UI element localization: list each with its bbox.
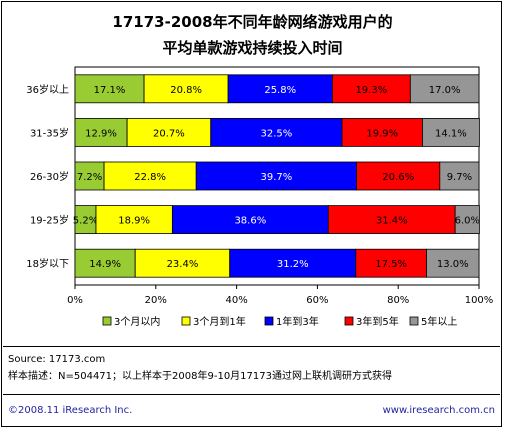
bar-segment: [355, 248, 427, 278]
legend-swatch: [409, 316, 419, 326]
legend-swatch: [344, 316, 354, 326]
legend-label: 3个月以内: [114, 315, 160, 328]
bar-value-label: 20.7%: [153, 128, 185, 139]
chart-title-line-1: 17173-2008年不同年龄网络游戏用户的: [112, 13, 393, 31]
bar-value-label: 31.4%: [376, 216, 408, 227]
x-tick-label: 80%: [387, 295, 409, 306]
x-tick-label: 40%: [225, 295, 247, 306]
bar-segment: [341, 118, 423, 147]
bar-segment: [327, 205, 456, 235]
source-text: Source: 17173.com: [8, 354, 106, 365]
legend-label: 5年以上: [421, 315, 457, 328]
bar-value-label: 14.1%: [435, 128, 467, 139]
bar-value-label: 13.0%: [437, 259, 469, 270]
bar-value-label: 19.3%: [355, 85, 387, 96]
category-label: 19-25岁: [30, 214, 69, 227]
footer-divider-bottom: [3, 394, 500, 395]
chart-title-line-2: 平均单款游戏持续投入时间: [162, 39, 343, 57]
bar-value-label: 25.8%: [264, 85, 296, 96]
bar-segment: [171, 205, 329, 235]
bar-value-label: 22.8%: [134, 172, 166, 183]
bar-value-label: 19.9%: [366, 128, 398, 139]
copyright-text: ©2008.11 iResearch Inc.: [8, 405, 133, 416]
bar-value-label: 9.7%: [447, 172, 472, 183]
bar-value-label: 6.0%: [455, 216, 480, 227]
x-tick-label: 20%: [145, 295, 167, 306]
bar-segment: [74, 118, 128, 147]
x-tick-label: 100%: [465, 295, 494, 306]
bar-value-label: 39.7%: [261, 172, 293, 183]
legend-label: 1年到3年: [276, 315, 319, 328]
bar-value-label: 20.6%: [382, 172, 414, 183]
category-label: 26-30岁: [30, 170, 69, 183]
category-label: 31-35岁: [30, 126, 69, 139]
bar-segment: [210, 118, 343, 147]
bar-segment: [134, 248, 231, 278]
bar-value-label: 17.5%: [375, 259, 407, 270]
bar-segment: [439, 161, 480, 191]
bar-value-label: 14.9%: [89, 259, 121, 270]
legend-label: 3个月到1年: [193, 315, 246, 328]
bar-value-label: 5.2%: [73, 216, 98, 227]
bar-segment: [229, 248, 357, 278]
x-tick-label: 0%: [67, 295, 83, 306]
bar-segment: [426, 248, 480, 278]
bar-value-label: 20.8%: [170, 85, 202, 96]
bar-segment: [331, 74, 411, 104]
bar-value-label: 18.9%: [118, 216, 150, 227]
bar-value-label: 7.2%: [77, 172, 102, 183]
bar-value-label: 17.0%: [429, 85, 461, 96]
bar-value-label: 31.2%: [277, 259, 309, 270]
legend-swatch: [181, 316, 191, 326]
bar-segment: [409, 74, 480, 104]
sample-description: 样本描述：N=504471；以上样本于2008年9-10月17173通过网上联机…: [8, 371, 392, 382]
bar-segment: [74, 161, 105, 191]
bar-value-label: 38.6%: [234, 216, 266, 227]
bar-segment: [143, 74, 229, 104]
legend-label: 3年到5年: [356, 315, 399, 328]
bar-value-label: 12.9%: [85, 128, 117, 139]
legend-swatch: [264, 316, 274, 326]
bar-segment: [195, 161, 357, 191]
bar-segment: [454, 205, 480, 235]
legend-swatch: [102, 316, 112, 326]
bar-segment: [74, 74, 145, 104]
footer-divider-top: [3, 346, 500, 347]
bar-value-label: 32.5%: [261, 128, 293, 139]
bar-segment: [356, 161, 441, 191]
bar-segment: [74, 248, 136, 278]
category-label: 18岁以下: [26, 257, 69, 270]
bar-segment: [227, 74, 333, 104]
bar-segment: [95, 205, 173, 235]
website-text: www.iresearch.com.cn: [382, 405, 495, 416]
x-tick-label: 60%: [306, 295, 328, 306]
bar-segment: [126, 118, 212, 147]
category-label: 36岁以上: [26, 83, 69, 96]
bar-segment: [422, 118, 480, 147]
bar-value-label: 17.1%: [94, 85, 126, 96]
bar-value-label: 23.4%: [167, 259, 199, 270]
